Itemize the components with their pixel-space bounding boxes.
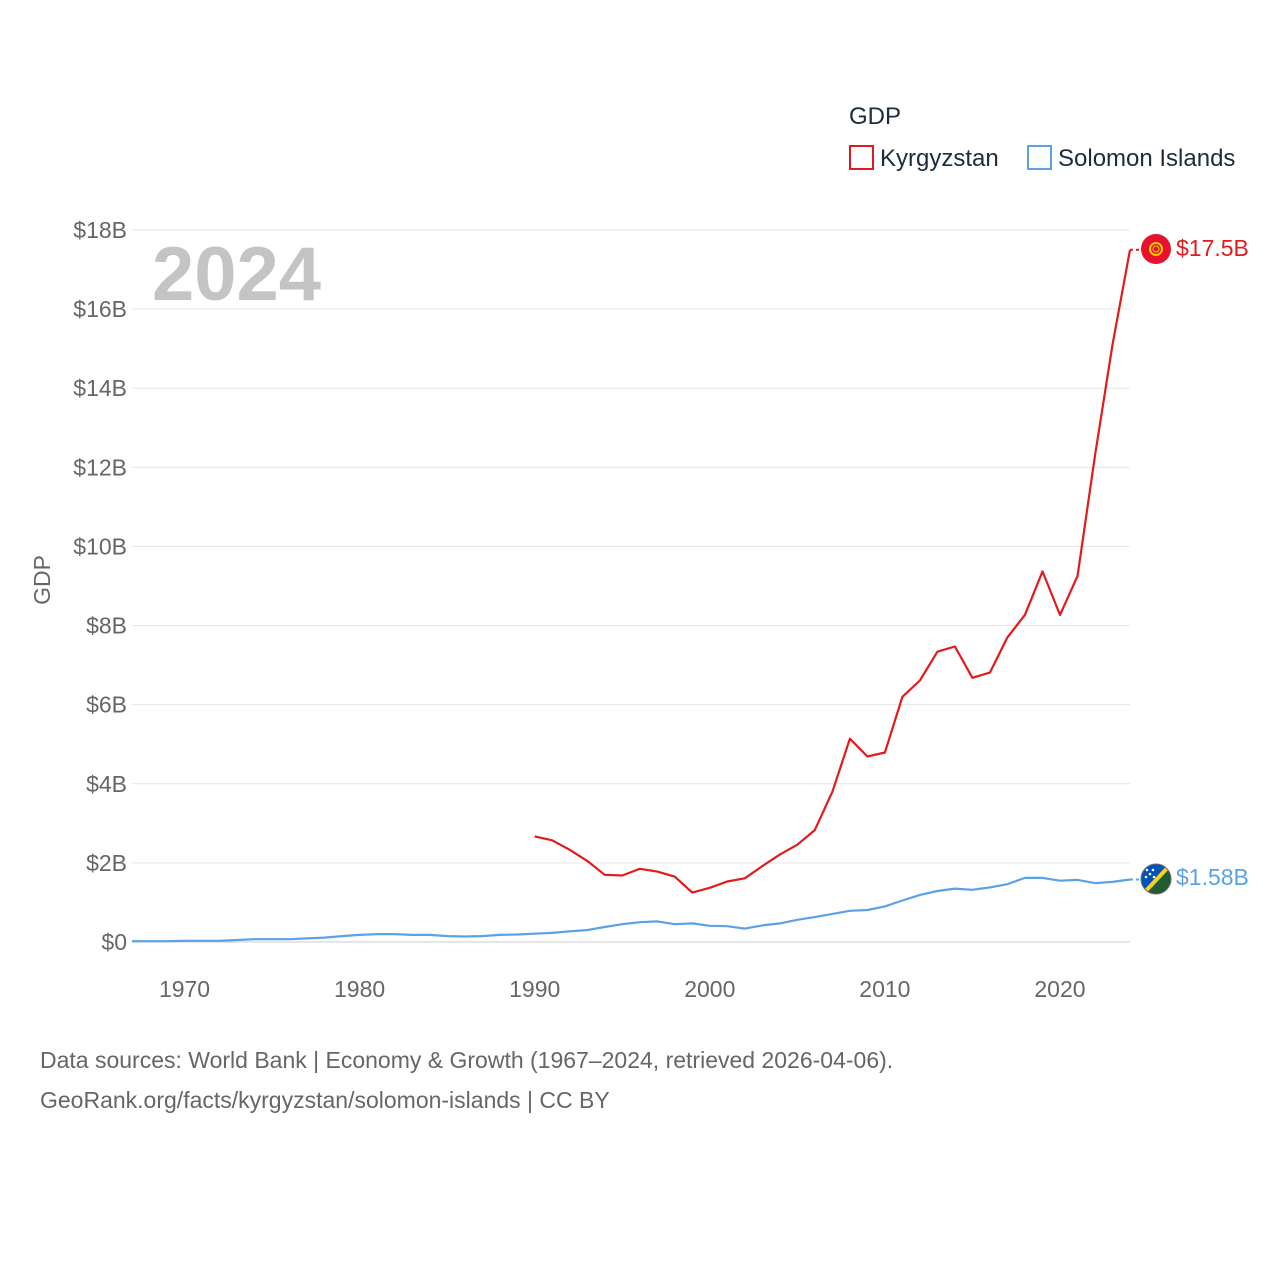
x-tick-label: 1970 — [159, 976, 210, 1002]
y-tick-label: $4B — [86, 771, 127, 797]
y-tick-label: $2B — [86, 850, 127, 876]
y-tick-label: $10B — [73, 533, 127, 559]
gdp-line-chart: $0$2B$4B$6B$8B$10B$12B$14B$16B$18B 1970 1… — [29, 103, 1249, 1002]
y-tick-label: $8B — [86, 613, 127, 639]
end-label-kyrgyzstan: $17.5B — [1176, 235, 1249, 261]
series-layer — [132, 248, 1142, 943]
solomon-islands-flag-icon — [1140, 863, 1172, 895]
legend-label-kyrgyzstan: Kyrgyzstan — [880, 145, 999, 172]
y-axis-title: GDP — [29, 555, 55, 605]
y-gridlines — [132, 229, 1130, 943]
legend-swatch-solomon-islands — [1027, 145, 1052, 170]
x-tick-label: 2000 — [684, 976, 735, 1002]
year-label: 2024 — [152, 232, 321, 317]
y-tick-label: $16B — [73, 296, 127, 322]
legend-label-solomon-islands: Solomon Islands — [1058, 145, 1235, 172]
series-line-kyrgyzstan — [534, 249, 1132, 894]
kyrgyzstan-flag-icon — [1141, 234, 1171, 264]
x-tick-label: 2020 — [1034, 976, 1085, 1002]
x-tick-label: 1980 — [334, 976, 385, 1002]
y-axis-ticks: $0 $2B $4B $6B $8B $10B $12B $14B $16B $18B — [73, 217, 127, 955]
y-tick-label: $0 — [101, 929, 127, 955]
footer-sources: Data sources: World Bank | Economy & Gro… — [40, 1047, 894, 1073]
x-axis-ticks: 1970 1980 1990 2000 2010 2020 — [159, 976, 1086, 1002]
y-tick-label: $18B — [73, 217, 127, 243]
legend: GDP Kyrgyzstan Solomon Islands — [849, 103, 1235, 172]
legend-title: GDP — [849, 103, 901, 130]
x-tick-label: 2010 — [859, 976, 910, 1002]
series-line-solomon-islands — [132, 876, 1131, 943]
legend-swatch-kyrgyzstan — [849, 145, 874, 170]
x-tick-label: 1990 — [509, 976, 560, 1002]
y-tick-label: $14B — [73, 375, 127, 401]
footer-attribution[interactable]: GeoRank.org/facts/kyrgyzstan/solomon-isl… — [40, 1087, 610, 1113]
end-label-solomon-islands: $1.58B — [1176, 864, 1249, 890]
footer: Data sources: World Bank | Economy & Gro… — [40, 1040, 893, 1120]
y-tick-label: $12B — [73, 454, 127, 480]
y-tick-label: $6B — [86, 692, 127, 718]
